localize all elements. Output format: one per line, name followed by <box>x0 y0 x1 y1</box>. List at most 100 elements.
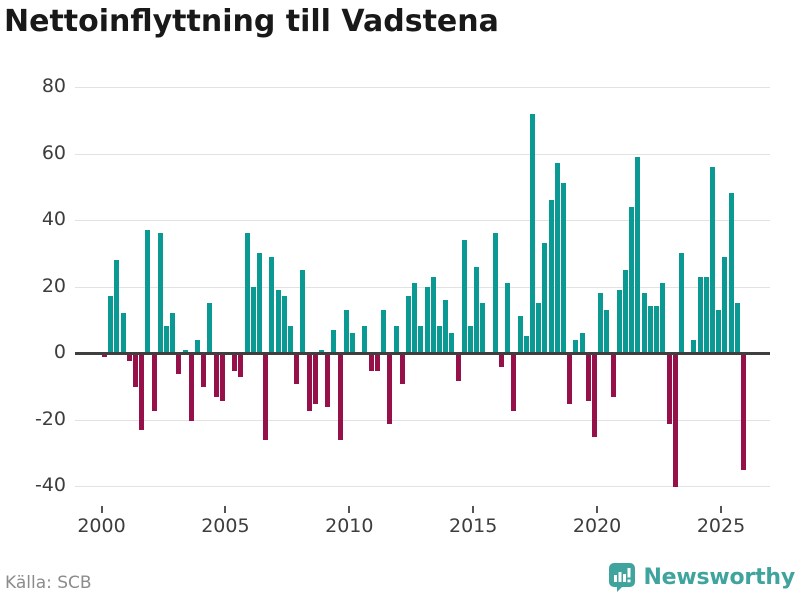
bar <box>530 113 535 353</box>
bar <box>244 233 250 353</box>
bar <box>362 326 368 353</box>
bar <box>250 286 256 353</box>
bar <box>536 303 542 353</box>
bar <box>548 200 554 353</box>
bar <box>740 354 746 471</box>
bar <box>120 313 126 353</box>
bar <box>232 354 238 371</box>
y-tick-label: 80 <box>41 75 66 97</box>
bar <box>281 296 287 353</box>
bar <box>709 166 715 353</box>
bar <box>151 354 157 411</box>
bar <box>436 326 442 353</box>
bar <box>275 289 281 353</box>
gridline <box>75 153 770 155</box>
bar <box>691 339 697 353</box>
gridline <box>75 87 770 88</box>
bar <box>319 349 325 353</box>
x-tick-mark <box>224 506 227 513</box>
bar <box>474 266 480 353</box>
bar <box>374 354 380 371</box>
bar <box>405 296 411 353</box>
bar <box>703 276 709 353</box>
y-tick-label: -40 <box>34 474 66 496</box>
y-tick-label: 60 <box>41 141 66 164</box>
x-tick-mark <box>472 506 475 513</box>
bar <box>126 354 132 361</box>
x-tick-mark <box>596 506 599 513</box>
bar <box>505 283 511 353</box>
bar <box>101 354 107 358</box>
bar <box>647 306 653 353</box>
bar <box>430 276 436 353</box>
y-tick-label: 0 <box>53 341 66 363</box>
bar <box>604 309 610 353</box>
bar <box>610 354 616 398</box>
bar <box>722 256 728 353</box>
bar <box>542 243 548 353</box>
bar <box>312 354 318 404</box>
bar <box>480 303 486 353</box>
x-tick-label: 2015 <box>449 515 498 537</box>
bar <box>132 354 138 388</box>
x-tick-label: 2005 <box>201 515 250 537</box>
y-tick-label: -20 <box>34 407 66 430</box>
bar <box>443 299 449 353</box>
bar <box>567 354 573 404</box>
bar <box>461 239 467 353</box>
bar <box>157 233 163 353</box>
bar <box>300 269 306 353</box>
bar <box>337 354 343 441</box>
bar <box>554 163 560 353</box>
bar <box>660 283 666 353</box>
bar <box>517 316 523 353</box>
zero-axis-line <box>75 352 770 355</box>
bar <box>623 269 629 353</box>
gridline <box>75 286 770 288</box>
bar <box>412 283 418 353</box>
bar <box>592 354 598 438</box>
bar <box>498 354 504 368</box>
chart-title: Nettoinflyttning till Vadstena <box>4 4 499 39</box>
bar <box>207 303 213 353</box>
gridline <box>75 419 770 421</box>
bar <box>325 354 331 408</box>
bar <box>219 354 225 401</box>
bar <box>455 354 461 381</box>
bar <box>201 354 207 388</box>
bar <box>654 306 660 353</box>
bar <box>263 354 269 441</box>
speech-bubble-bar-chart-icon <box>609 563 636 592</box>
bar <box>288 326 294 353</box>
bar <box>399 354 405 384</box>
bar <box>734 303 740 353</box>
bar <box>188 354 194 421</box>
bar <box>139 354 145 431</box>
bar <box>629 206 635 353</box>
bar <box>523 336 529 353</box>
bar <box>108 296 114 353</box>
bar <box>176 354 182 374</box>
bar <box>616 289 622 353</box>
x-tick-label: 2010 <box>325 515 374 537</box>
bar <box>343 309 349 353</box>
bar <box>697 276 703 353</box>
source-note: Källa: SCB <box>5 573 92 593</box>
bar <box>672 354 678 487</box>
bar <box>331 329 337 353</box>
bar <box>213 354 219 398</box>
x-tick-label: 2020 <box>572 515 622 537</box>
bar <box>194 339 200 353</box>
bar <box>728 193 734 353</box>
bar <box>635 156 641 353</box>
y-tick-label: 20 <box>41 274 66 297</box>
bar <box>381 309 387 353</box>
brand-name: Newsworthy <box>643 565 795 590</box>
bar <box>170 313 176 353</box>
bar <box>467 326 473 353</box>
bar <box>678 253 684 353</box>
bar <box>641 293 647 353</box>
bar <box>424 286 430 353</box>
bar <box>387 354 393 424</box>
bar <box>269 256 275 353</box>
